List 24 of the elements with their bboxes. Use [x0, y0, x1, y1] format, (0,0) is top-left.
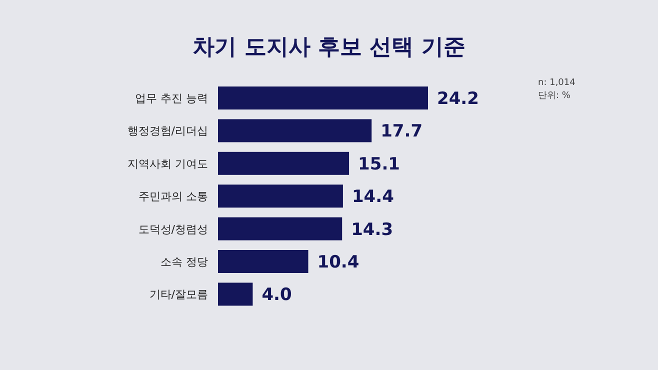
bar	[218, 184, 343, 208]
y-tick-label: 기타/잘모름	[149, 288, 208, 302]
data-label: 14.4	[352, 187, 394, 208]
data-label: 14.3	[351, 220, 394, 240]
text: n: 1,014	[538, 78, 576, 88]
bar	[218, 86, 428, 110]
data-label: 24.2	[437, 89, 479, 109]
bar	[218, 250, 308, 273]
y-tick-label: 소속 정당	[160, 256, 208, 268]
y-tick-label: 행정경험/리더십	[127, 124, 208, 138]
bar	[218, 119, 372, 142]
data-label: 10.4	[317, 252, 360, 272]
data-label: 4.0	[262, 285, 292, 306]
chart-title: 차기 도지사 후보 선택 기준	[192, 35, 466, 60]
data-label: 15.1	[358, 154, 400, 174]
y-tick-label: 업무 추진 능력	[135, 92, 208, 105]
bar	[218, 282, 253, 306]
data-label: 17.7	[380, 122, 423, 142]
text: 단위: %	[538, 91, 571, 101]
bar	[218, 217, 342, 240]
y-tick-label: 지역사회 기여도	[128, 157, 208, 170]
y-tick-label: 주민과의 소통	[138, 190, 208, 204]
bar	[218, 152, 350, 175]
y-tick-label: 도덕성/청렴성	[138, 222, 208, 236]
